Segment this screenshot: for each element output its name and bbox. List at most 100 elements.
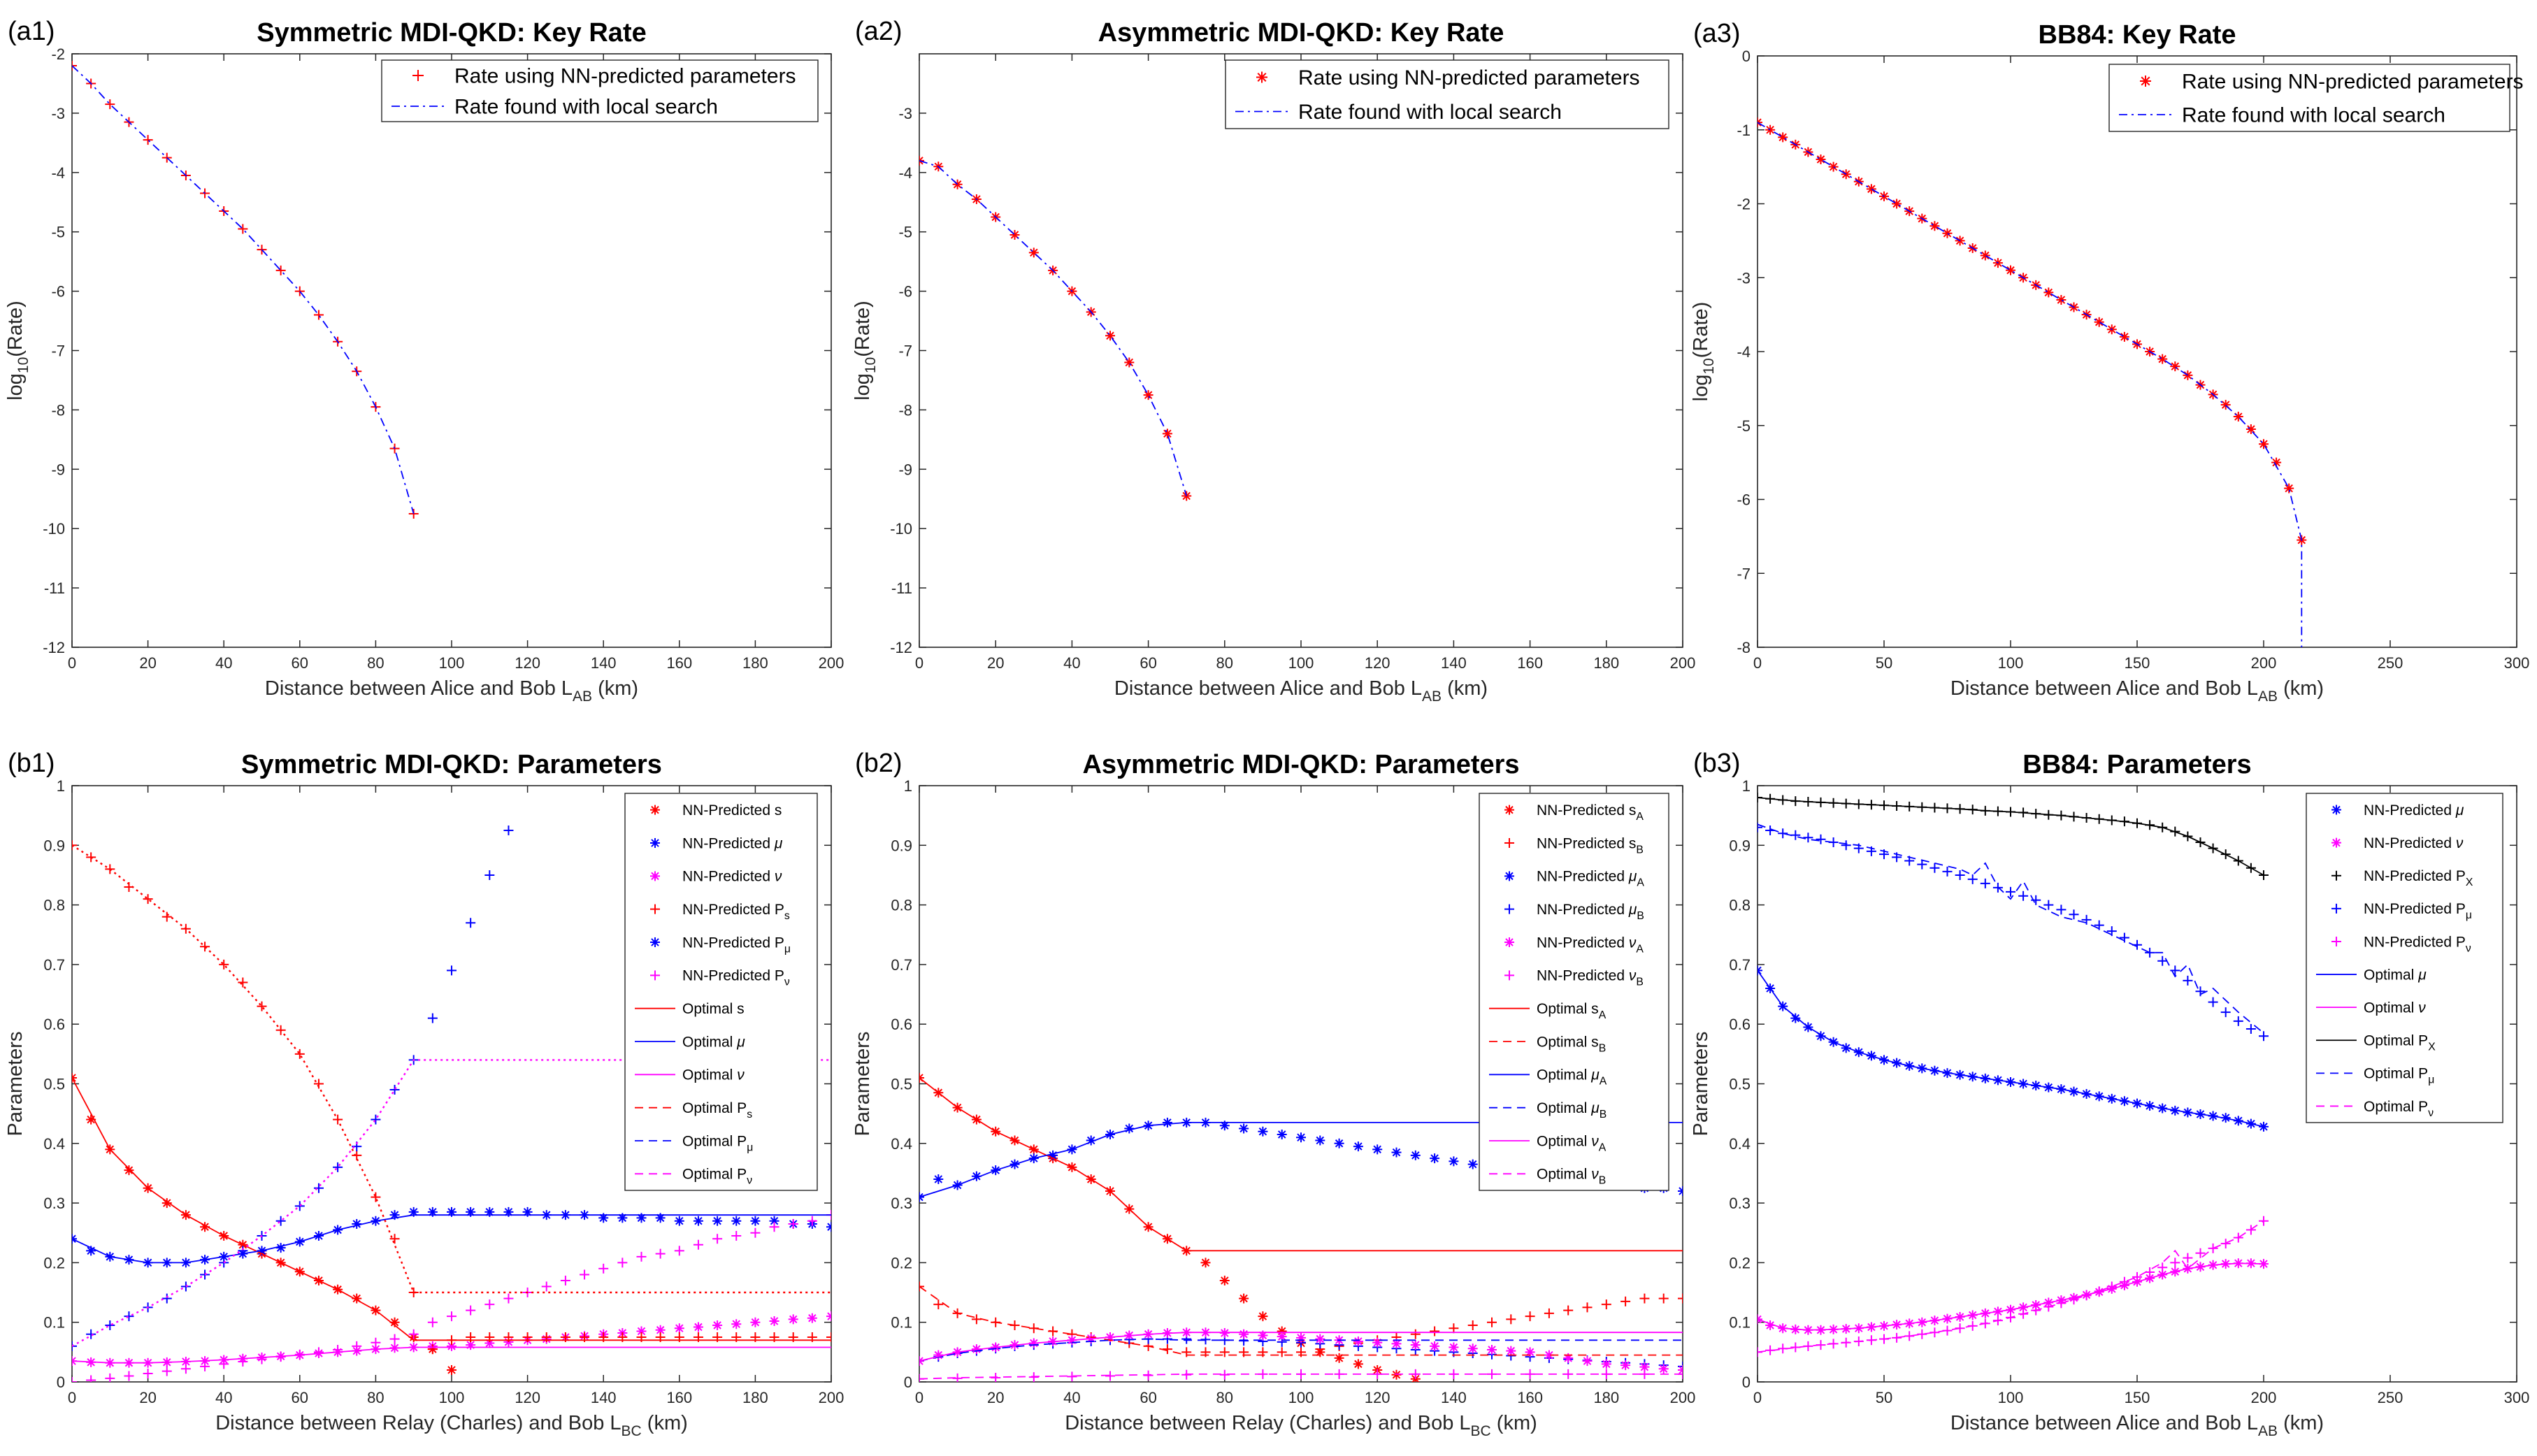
data-point [1296,1132,1306,1143]
axes-box [919,53,1683,648]
data-point [1639,1293,1650,1304]
data-point [161,1293,172,1304]
legend-entry: NN-Predicted ν [682,869,782,885]
x-tick-label: 40 [1063,1389,1080,1406]
legend-text: NN-Predicted P [682,968,784,984]
y-axis-label-text: log [851,373,874,401]
data-point [971,1171,982,1181]
data-point [2069,909,2079,920]
data-point [1449,1323,1459,1334]
data-point [294,286,305,296]
y-tick-label: 0.7 [1729,956,1751,974]
series-line-6 [72,1077,831,1341]
data-point [1391,1147,1402,1158]
data-point [1544,1308,1554,1318]
x-tick-label: 100 [439,1389,465,1406]
data-point [1467,1320,1478,1330]
legend-sub: μ [747,1141,753,1153]
data-point [238,977,248,988]
data-point [636,1251,647,1262]
data-point [105,99,115,110]
panel-title: Symmetric MDI-QKD: Key Rate [257,18,646,48]
x-tick-label: 0 [1753,654,1762,672]
data-point [2069,1295,2079,1305]
x-tick-label: 200 [1670,1389,1696,1406]
legend-greek: ν [2456,835,2464,851]
legend-text: Optimal [682,1034,737,1050]
data-point [541,1281,552,1292]
y-tick-label: 0.3 [891,1195,912,1212]
x-tick-label: 40 [215,1389,232,1406]
data-point [1124,1123,1135,1134]
data-point [2157,956,2168,966]
data-point [1678,1293,1683,1304]
y-tick-label: 0.1 [43,1314,65,1332]
y-tick-label: -9 [898,461,912,478]
data-point [447,1311,457,1322]
data-point [333,1344,343,1355]
legend-entry: NN-Predicted Pμ [2364,901,2472,921]
data-point [1277,1332,1287,1342]
legend-box [1479,793,1669,1191]
x-axis-label-text: Distance between Alice and Bob L [1114,677,1422,700]
legend-entry: NN-Predicted s [682,802,782,819]
data-point [2006,265,2015,275]
panel-title: Symmetric MDI-QKD: Parameters [241,750,662,779]
x-tick-label: 160 [1517,1389,1543,1406]
data-point [1967,874,1978,884]
data-point [219,959,229,970]
legend-marker [1504,937,1514,947]
y-axis-label: log10(Rate) [4,301,31,401]
data-point [257,1001,267,1011]
data-point [2195,1248,2206,1258]
data-point [257,1354,267,1364]
legend-sub: B [1600,1109,1607,1120]
data-point [769,1216,779,1226]
y-tick-label: 0.4 [1729,1135,1751,1153]
y-axis-label: log10(Rate) [1690,302,1717,402]
legend-entry: NN-Predicted Pν [2364,934,2471,954]
data-point [1258,1330,1268,1341]
data-point [1219,1120,1230,1131]
legend: Rate using NN-predicted parameters Rate f… [2108,64,2524,132]
y-tick-label: 0.6 [43,1016,65,1033]
y-tick-label: 0.9 [891,837,912,854]
legend-marker [2331,805,2341,815]
x-axis-label-text: Distance between Alice and Bob L [265,677,573,700]
legend-marker [2331,837,2341,848]
y-axis-label-text: log [1690,375,1712,402]
legend-text: Optimal P [2364,1099,2428,1115]
x-axis-label-unit: (km) [592,677,638,700]
data-point [1620,1360,1631,1371]
y-tick-label: -7 [51,343,65,360]
y-axis-label-tail: (Rate) [1690,302,1712,359]
legend-sub: B [1637,910,1644,922]
data-point [1658,1364,1669,1374]
data-point [86,1329,96,1339]
x-tick-label: 250 [2378,1389,2403,1406]
data-point [1525,1347,1535,1357]
panel-label: (b2) [855,749,903,778]
data-point [731,1231,742,1241]
data-point [72,1234,77,1244]
data-point [933,1350,944,1360]
legend-box [381,59,819,122]
data-point [1467,1343,1478,1354]
legend-text: Rate found with local search [2182,104,2445,127]
legend-box [1225,59,1669,129]
x-tick-label: 20 [987,1389,1004,1406]
data-point [712,1234,723,1244]
legend-entry: Rate using NN-predicted parameters [2182,71,2524,94]
legend: Rate using NN-predicted parameters Rate f… [1225,59,1669,129]
y-tick-label: -11 [44,579,65,597]
data-point [693,1322,703,1332]
data-point [1181,1347,1192,1357]
data-point [389,1085,400,1095]
panel-label: (b3) [1693,749,1741,778]
legend-entry: Optimal PX [2364,1033,2436,1053]
data-point [522,1206,533,1217]
data-point [2056,904,2067,915]
plot-area [1758,793,2269,1357]
legend-entry: Optimal μB [1537,1100,1607,1120]
y-tick-label: 0.9 [1729,837,1751,854]
